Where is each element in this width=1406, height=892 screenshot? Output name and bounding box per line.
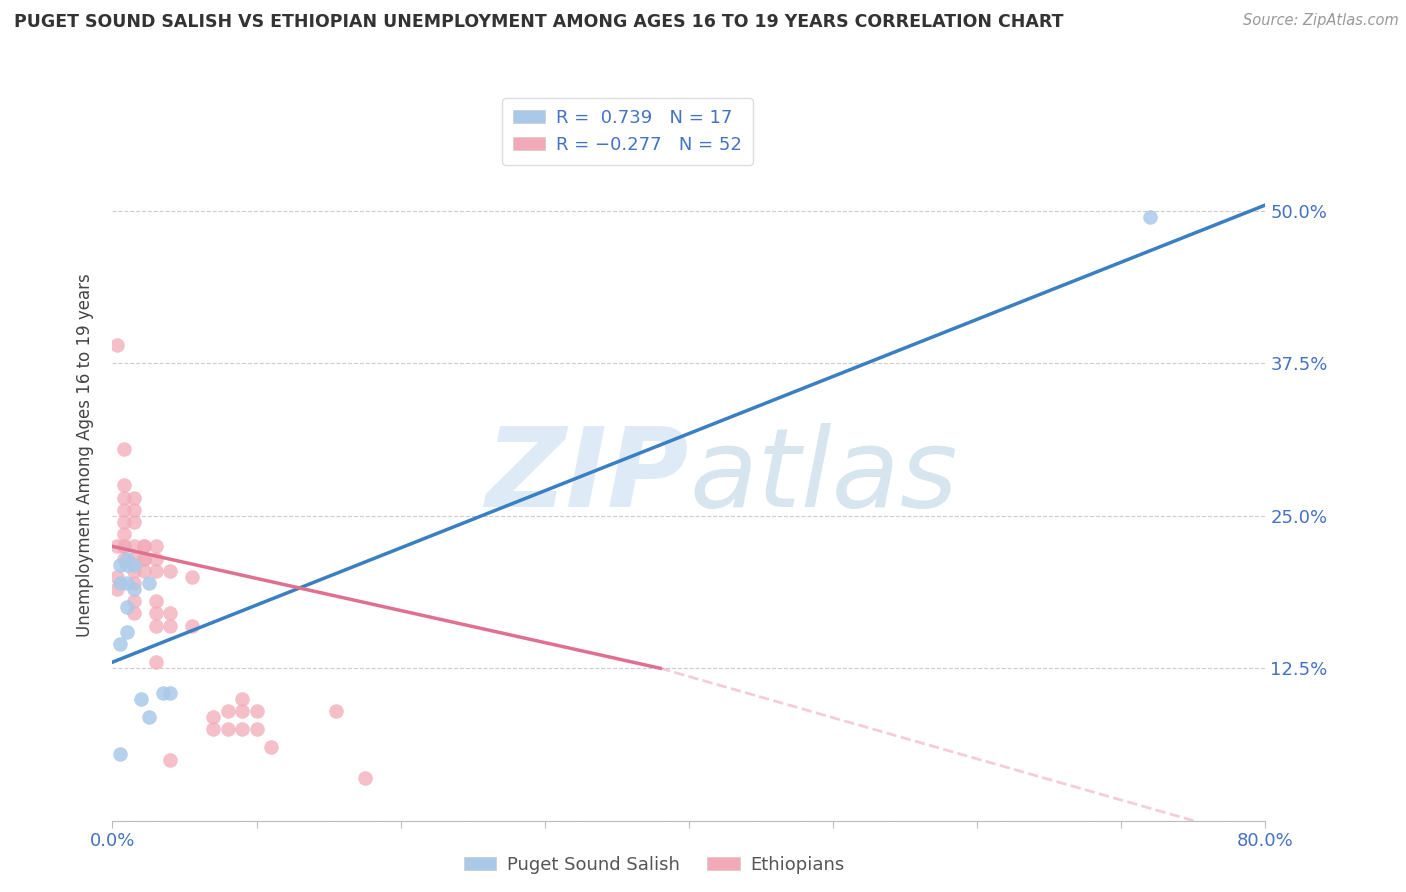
- Point: [122, 564, 145, 578]
- Point: [115, 600, 138, 615]
- Point: [112, 515, 135, 529]
- Point: [145, 594, 167, 608]
- Point: [159, 618, 181, 632]
- Point: [115, 624, 138, 639]
- Point: [145, 551, 167, 566]
- Point: [122, 594, 145, 608]
- Point: [122, 576, 145, 591]
- Point: [115, 551, 138, 566]
- Point: [122, 539, 145, 553]
- Point: [122, 607, 145, 621]
- Text: ZIP: ZIP: [485, 424, 689, 531]
- Point: [134, 551, 156, 566]
- Point: [159, 564, 181, 578]
- Point: [122, 558, 145, 572]
- Point: [112, 539, 135, 553]
- Point: [112, 527, 135, 541]
- Point: [134, 564, 156, 578]
- Point: [105, 570, 128, 584]
- Point: [122, 515, 145, 529]
- Point: [134, 539, 156, 553]
- Point: [145, 618, 167, 632]
- Point: [231, 723, 253, 737]
- Point: [260, 740, 283, 755]
- Point: [145, 564, 167, 578]
- Point: [159, 686, 181, 700]
- Point: [112, 491, 135, 505]
- Point: [353, 771, 375, 785]
- Point: [112, 442, 135, 456]
- Point: [145, 539, 167, 553]
- Point: [105, 539, 128, 553]
- Point: [325, 704, 347, 718]
- Point: [145, 607, 167, 621]
- Point: [1139, 211, 1161, 225]
- Point: [134, 539, 156, 553]
- Point: [180, 570, 202, 584]
- Point: [122, 491, 145, 505]
- Point: [202, 723, 225, 737]
- Point: [112, 503, 135, 517]
- Point: [108, 747, 131, 761]
- Point: [112, 551, 135, 566]
- Point: [112, 478, 135, 492]
- Point: [138, 576, 160, 591]
- Point: [115, 576, 138, 591]
- Text: atlas: atlas: [689, 424, 957, 531]
- Point: [112, 539, 135, 553]
- Point: [134, 551, 156, 566]
- Point: [122, 551, 145, 566]
- Point: [122, 582, 145, 596]
- Legend: Puget Sound Salish, Ethiopians: Puget Sound Salish, Ethiopians: [457, 848, 852, 881]
- Text: PUGET SOUND SALISH VS ETHIOPIAN UNEMPLOYMENT AMONG AGES 16 TO 19 YEARS CORRELATI: PUGET SOUND SALISH VS ETHIOPIAN UNEMPLOY…: [14, 13, 1063, 31]
- Point: [108, 558, 131, 572]
- Point: [231, 691, 253, 706]
- Point: [108, 576, 131, 591]
- Point: [231, 704, 253, 718]
- Point: [217, 723, 239, 737]
- Text: Source: ZipAtlas.com: Source: ZipAtlas.com: [1243, 13, 1399, 29]
- Point: [202, 710, 225, 724]
- Point: [138, 710, 160, 724]
- Point: [122, 503, 145, 517]
- Point: [245, 723, 267, 737]
- Point: [105, 338, 128, 352]
- Y-axis label: Unemployment Among Ages 16 to 19 years: Unemployment Among Ages 16 to 19 years: [76, 273, 94, 637]
- Point: [145, 655, 167, 669]
- Point: [180, 618, 202, 632]
- Point: [159, 753, 181, 767]
- Point: [217, 704, 239, 718]
- Point: [129, 691, 153, 706]
- Point: [245, 704, 267, 718]
- Point: [105, 582, 128, 596]
- Point: [152, 686, 174, 700]
- Point: [159, 607, 181, 621]
- Point: [108, 637, 131, 651]
- Point: [115, 558, 138, 572]
